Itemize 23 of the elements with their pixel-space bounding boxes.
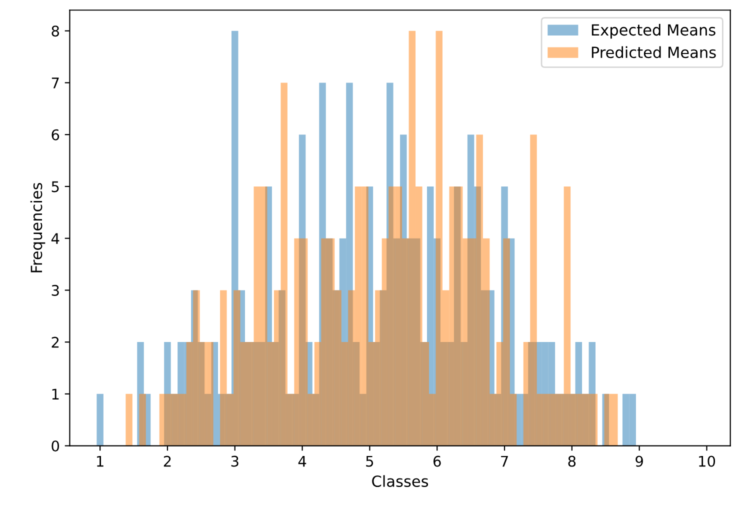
y-tick-label: 2 [52,336,59,348]
y-tick-label: 8 [52,26,60,37]
y-tick-label: 3 [52,284,59,296]
y-tick-label: 5 [52,181,59,192]
x-tick-label: 5 [366,456,374,467]
y-axis-title: Frequencies [30,182,46,272]
x-tick-label: 3 [231,456,238,467]
y-tick-label: 7 [52,78,59,88]
y-tick-label: 0 [52,440,60,452]
x-tick-label: 10 [699,456,716,467]
legend-label: Predicted Means [592,46,716,58]
x-tick-label: 8 [568,456,576,467]
y-tick-label: 1 [52,388,59,400]
x-tick-label: 9 [636,456,643,467]
x-tick-label: 4 [298,456,306,467]
legend-label: Expected Means [592,24,716,39]
x-tick-label: 6 [433,456,441,467]
x-tick-label: 7 [501,456,508,467]
x-axis-title: Classes [372,475,428,488]
x-tick-label: 1 [97,456,104,467]
y-tick-label: 4 [51,233,60,244]
y-tick-label: 6 [52,129,60,140]
x-tick-label: 2 [164,456,171,467]
